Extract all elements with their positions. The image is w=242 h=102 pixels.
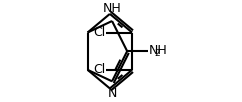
Text: Cl: Cl	[93, 63, 106, 76]
Text: NH: NH	[149, 44, 167, 57]
Text: 2: 2	[154, 49, 159, 58]
Text: NH: NH	[103, 2, 121, 15]
Text: N: N	[107, 87, 117, 100]
Text: Cl: Cl	[93, 26, 106, 39]
